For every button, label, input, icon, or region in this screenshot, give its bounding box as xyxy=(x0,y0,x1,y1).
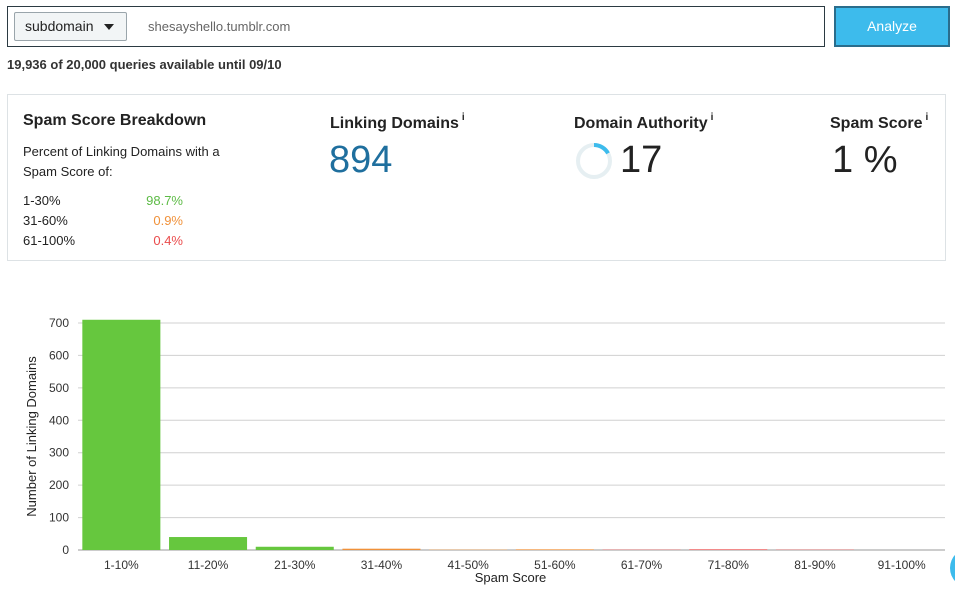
bar xyxy=(342,549,420,550)
domain-authority-label: Domain Authority xyxy=(574,115,708,132)
analyze-button[interactable]: Analyze xyxy=(834,6,950,47)
spam-score-label: Spam Score xyxy=(830,115,922,132)
domain-authority-value: 17 xyxy=(620,139,662,182)
spam-score-chart: 0 100 200 300 400 500 600 700 1-10% 11-20% 21-30% 3… xyxy=(0,300,955,591)
info-icon[interactable]: i xyxy=(462,112,465,123)
breakdown-range: 61-100% xyxy=(23,233,75,248)
spam-breakdown-subtitle: Percent of Linking Domains with a Spam S… xyxy=(23,142,238,182)
x-tick-label: 1-10% xyxy=(104,558,139,572)
breakdown-row: 1-30% 98.7% xyxy=(23,193,183,208)
x-axis-label: Spam Score xyxy=(475,570,547,585)
scope-select-value: subdomain xyxy=(25,18,94,34)
y-tick-label: 200 xyxy=(49,478,69,492)
breakdown-value: 0.4% xyxy=(153,233,183,248)
linking-domains-value: 894 xyxy=(329,139,392,182)
caret-down-icon xyxy=(104,24,114,30)
y-tick-label: 100 xyxy=(49,511,69,525)
breakdown-row: 31-60% 0.9% xyxy=(23,213,183,228)
x-tick-label: 31-40% xyxy=(361,558,403,572)
info-icon[interactable]: i xyxy=(711,112,714,123)
info-icon[interactable]: i xyxy=(925,112,928,123)
y-tick-label: 0 xyxy=(62,543,69,557)
linking-domains-label: Linking Domains xyxy=(330,115,459,132)
bar xyxy=(82,320,160,550)
breakdown-range: 1-30% xyxy=(23,193,61,208)
bar xyxy=(516,549,594,550)
breakdown-value: 98.7% xyxy=(146,193,183,208)
x-tick-label: 81-90% xyxy=(794,558,836,572)
spam-breakdown-title: Spam Score Breakdown xyxy=(23,112,206,130)
y-tick-label: 600 xyxy=(49,348,69,362)
scope-select[interactable]: subdomain xyxy=(14,12,127,41)
breakdown-row: 61-100% 0.4% xyxy=(23,233,183,248)
x-tick-label: 91-100% xyxy=(878,558,926,572)
bar xyxy=(169,537,247,550)
bar xyxy=(689,549,767,550)
y-axis-label: Number of Linking Domains xyxy=(24,356,39,517)
y-tick-label: 500 xyxy=(49,381,69,395)
y-tick-label: 700 xyxy=(49,316,69,330)
x-tick-label: 71-80% xyxy=(708,558,750,572)
bar-chart-svg: 0 100 200 300 400 500 600 700 1-10% 11-20% 21-30% 3… xyxy=(0,300,955,591)
query-quota: 19,936 of 20,000 queries available until… xyxy=(7,57,282,72)
y-tick-label: 300 xyxy=(49,446,69,460)
search-input[interactable]: shesayshello.tumblr.com xyxy=(148,7,290,46)
x-tick-label: 21-30% xyxy=(274,558,316,572)
x-tick-label: 11-20% xyxy=(188,558,229,572)
spam-score-value: 1 % xyxy=(832,139,897,182)
metrics-panel: Spam Score Breakdown Percent of Linking … xyxy=(7,94,946,261)
y-tick-label: 400 xyxy=(49,413,69,427)
domain-authority-gauge xyxy=(574,141,614,181)
bar xyxy=(256,547,334,550)
breakdown-value: 0.9% xyxy=(153,213,183,228)
breakdown-range: 31-60% xyxy=(23,213,68,228)
x-tick-label: 61-70% xyxy=(621,558,663,572)
search-bar: subdomain shesayshello.tumblr.com xyxy=(7,6,825,47)
